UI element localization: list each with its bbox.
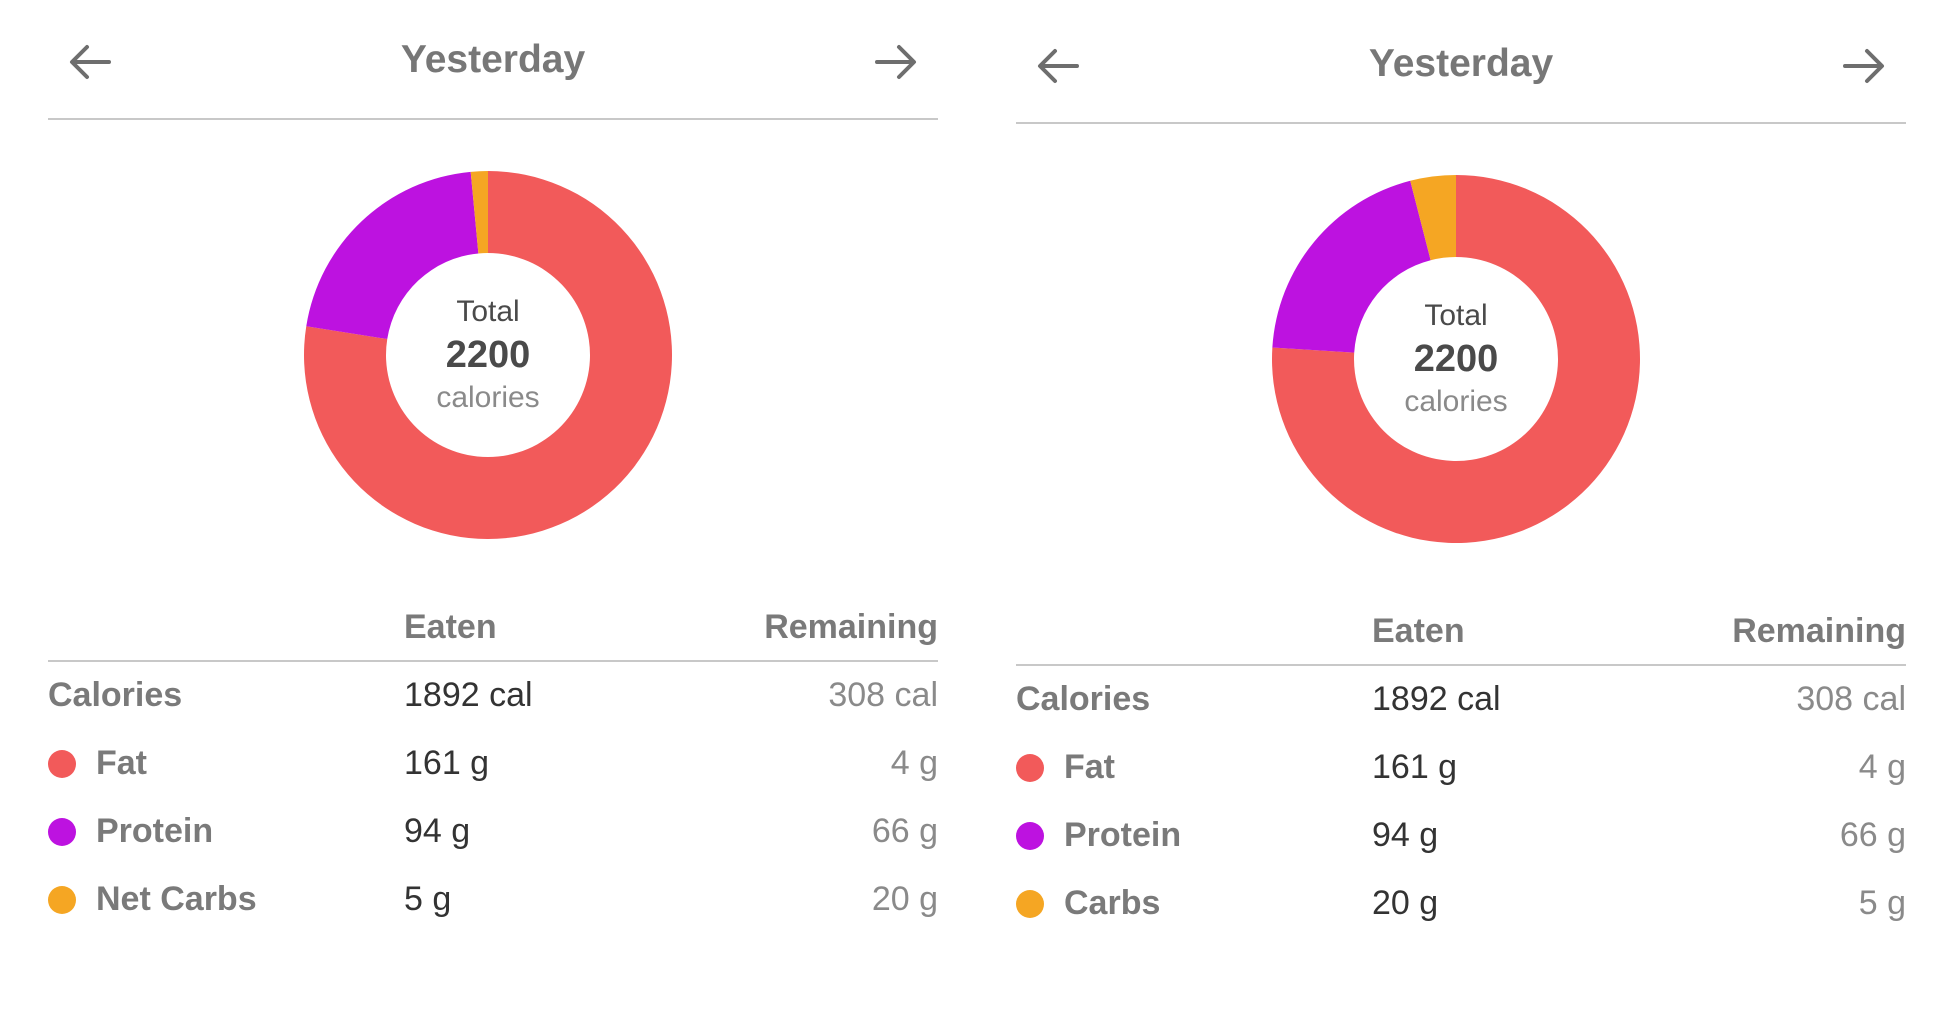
- row-eaten: 94 g: [1372, 816, 1439, 854]
- row-eaten: 1892 cal: [1372, 680, 1501, 718]
- row-label: Protein: [1016, 816, 1181, 855]
- row-eaten: 161 g: [404, 744, 490, 782]
- row-remaining: 66 g: [871, 812, 938, 850]
- donut-segment-fat: [304, 171, 672, 539]
- calorie-donut-chart: Total 2200 calories: [1271, 174, 1641, 544]
- previous-day-button[interactable]: [58, 30, 122, 94]
- row-label: Fat: [48, 744, 147, 783]
- row-label-text: Calories: [48, 676, 183, 714]
- donut-svg: [1272, 175, 1640, 543]
- table-row-protein: Protein 94 g 66 g: [1016, 802, 1906, 870]
- table-row-protein: Protein 94 g 66 g: [48, 798, 938, 866]
- row-label-text: Net Carbs: [96, 880, 257, 918]
- col-remaining-header: Remaining: [1732, 612, 1906, 650]
- table-row-fat: Fat 161 g 4 g: [48, 730, 938, 798]
- date-title: Yesterday: [1368, 42, 1554, 85]
- row-label: Fat: [1016, 748, 1115, 787]
- arrow-left-icon: [1038, 49, 1079, 83]
- next-day-button[interactable]: [864, 30, 928, 94]
- row-remaining: 308 cal: [1796, 680, 1906, 718]
- donut-svg: [304, 171, 672, 539]
- row-eaten: 20 g: [1372, 884, 1439, 922]
- row-label: Calories: [48, 676, 182, 715]
- row-remaining: 4 g: [1858, 748, 1906, 786]
- donut-segment-protein: [306, 171, 479, 340]
- col-eaten-header: Eaten: [404, 608, 497, 646]
- table-header: Eaten Remaining: [1016, 608, 1906, 666]
- table-header: Eaten Remaining: [48, 604, 938, 662]
- table-row-calories: Calories 1892 cal 308 cal: [48, 662, 938, 730]
- donut-segment-carbs: [1410, 175, 1456, 261]
- row-eaten: 161 g: [1372, 748, 1458, 786]
- arrow-left-icon: [70, 45, 111, 79]
- calorie-donut-chart: Total 2200 calories: [303, 170, 673, 540]
- row-label-text: Carbs: [1064, 884, 1161, 922]
- table-row-carbs: Net Carbs 5 g 20 g: [48, 866, 938, 934]
- row-eaten: 1892 cal: [404, 676, 533, 714]
- carbs-dot-icon: [1016, 889, 1044, 918]
- table-row-fat: Fat 161 g 4 g: [1016, 734, 1906, 802]
- donut-segment-carbs: [470, 171, 488, 254]
- row-label-text: Fat: [96, 744, 147, 782]
- row-label: Net Carbs: [48, 880, 257, 919]
- row-remaining: 5 g: [1858, 884, 1906, 922]
- col-eaten-header: Eaten: [1372, 612, 1465, 650]
- table-row-calories: Calories 1892 cal 308 cal: [1016, 666, 1906, 734]
- macro-panel-right: Yesterday Total 2200 calories Eaten Rema…: [1016, 4, 1906, 1026]
- row-label-text: Protein: [1064, 816, 1182, 854]
- row-remaining: 308 cal: [828, 676, 938, 714]
- row-eaten: 5 g: [404, 880, 452, 918]
- row-label-text: Protein: [96, 812, 214, 850]
- row-label-text: Calories: [1016, 680, 1151, 718]
- row-remaining: 4 g: [890, 744, 938, 782]
- macro-table: Eaten Remaining Calories 1892 cal 308 ca…: [48, 604, 938, 934]
- date-title: Yesterday: [400, 38, 586, 81]
- previous-day-button[interactable]: [1026, 34, 1090, 98]
- row-label: Protein: [48, 812, 213, 851]
- donut-segment-protein: [1272, 180, 1431, 353]
- next-day-button[interactable]: [1832, 34, 1896, 98]
- fat-dot-icon: [1016, 753, 1044, 782]
- row-label-text: Fat: [1064, 748, 1115, 786]
- date-header: Yesterday: [48, 0, 938, 120]
- protein-dot-icon: [48, 817, 76, 846]
- arrow-right-icon: [1843, 49, 1884, 83]
- protein-dot-icon: [1016, 821, 1044, 850]
- table-row-carbs: Carbs 20 g 5 g: [1016, 870, 1906, 938]
- fat-dot-icon: [48, 749, 76, 778]
- arrow-right-icon: [875, 45, 916, 79]
- donut-segment-fat: [1272, 175, 1640, 543]
- macro-panel-left: Yesterday Total 2200 calories Eaten Rema…: [48, 0, 938, 1022]
- row-eaten: 94 g: [404, 812, 471, 850]
- macro-table: Eaten Remaining Calories 1892 cal 308 ca…: [1016, 608, 1906, 938]
- row-label: Calories: [1016, 680, 1150, 719]
- date-header: Yesterday: [1016, 4, 1906, 124]
- row-remaining: 66 g: [1839, 816, 1906, 854]
- row-remaining: 20 g: [871, 880, 938, 918]
- col-remaining-header: Remaining: [764, 608, 938, 646]
- carbs-dot-icon: [48, 885, 76, 914]
- row-label: Carbs: [1016, 884, 1160, 923]
